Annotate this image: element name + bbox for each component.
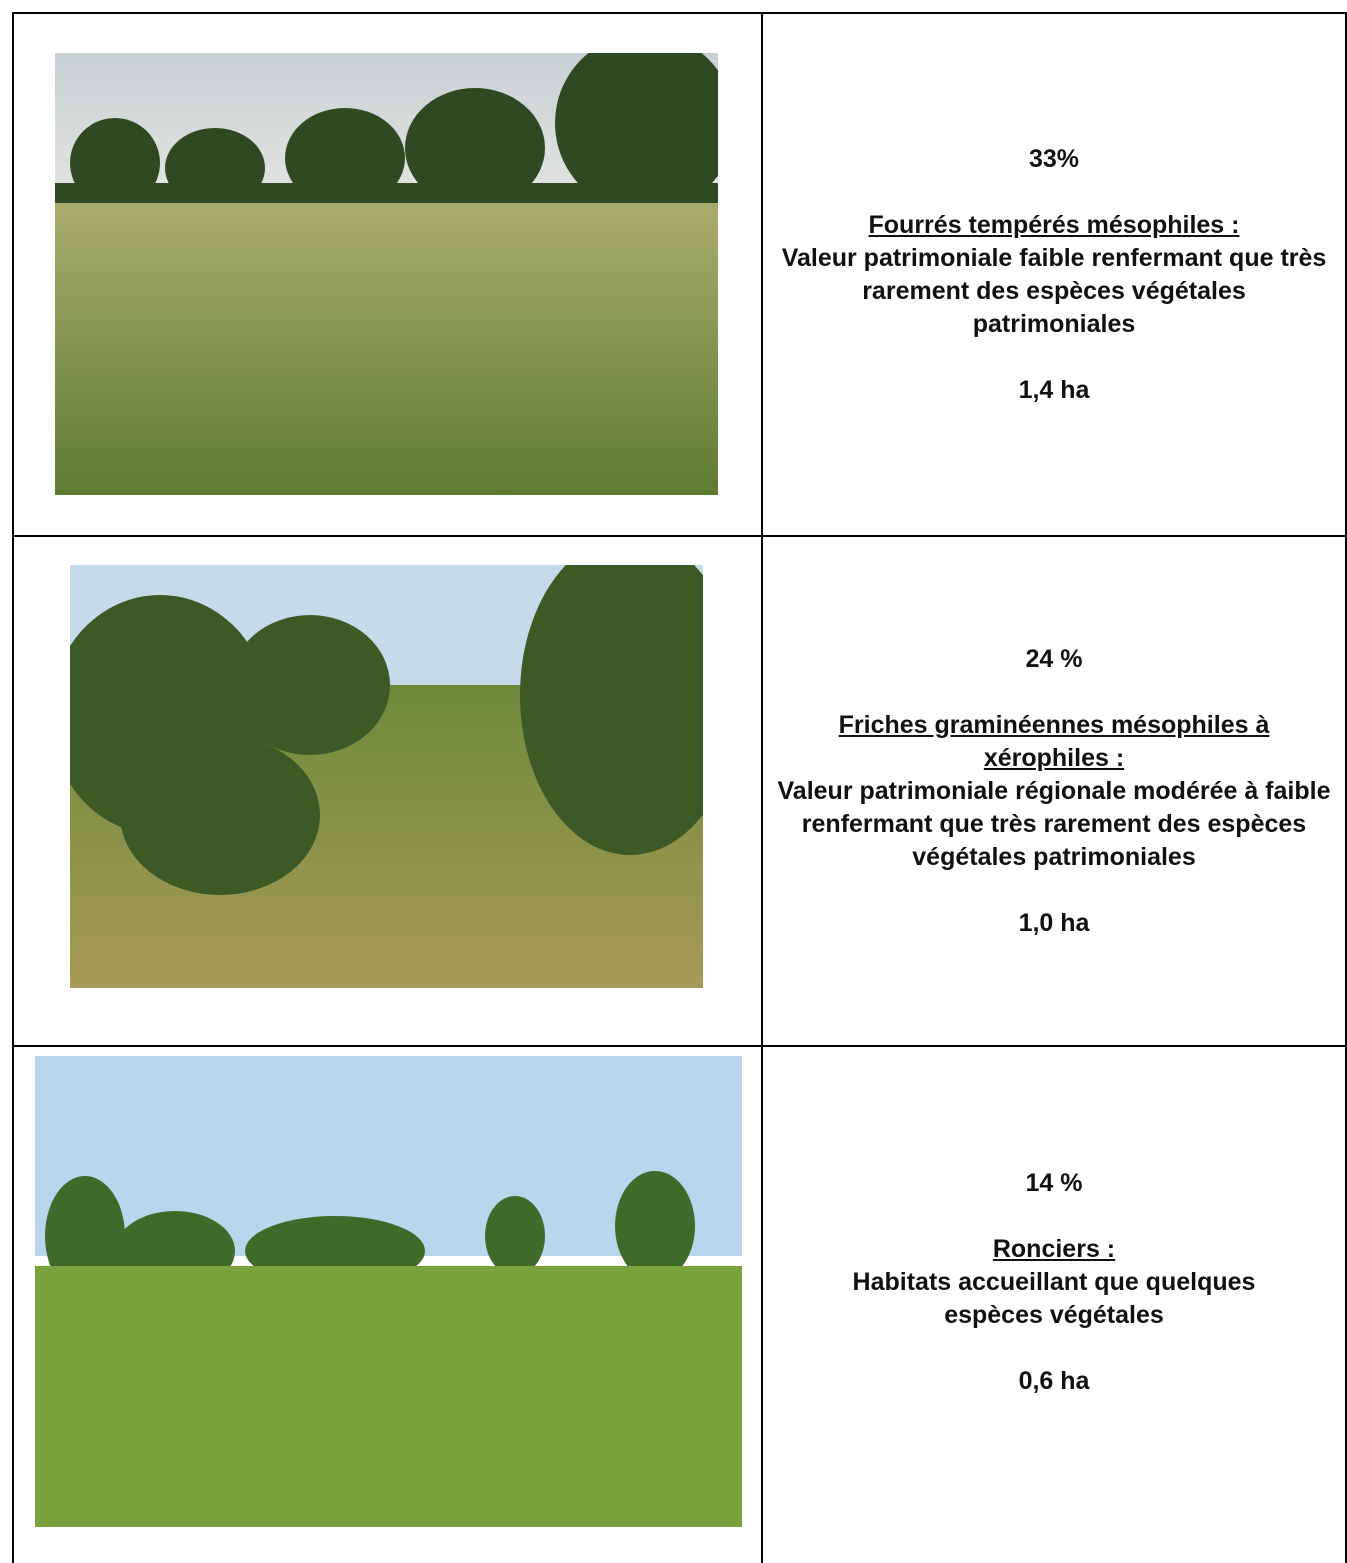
percent: 14 % bbox=[1025, 1168, 1083, 1197]
area: 1,4 ha bbox=[1018, 375, 1090, 404]
habitat-cell: 14 % Ronciers : Habitats accueillant que… bbox=[764, 1047, 1344, 1517]
description: Valeur patrimoniale faible renfermant qu… bbox=[781, 243, 1327, 338]
grass bbox=[55, 203, 718, 495]
trees bbox=[70, 565, 703, 895]
brambles bbox=[35, 1266, 742, 1527]
habitat-cell: 33% Fourrés tempérés mésophiles : Valeur… bbox=[764, 14, 1344, 535]
description: Valeur patrimoniale régionale modérée à … bbox=[777, 776, 1331, 871]
habitat-cell: 24 % Friches graminéennes mésophiles à x… bbox=[764, 537, 1344, 1045]
photo-meadow bbox=[55, 53, 718, 495]
description: Habitats accueillant que quelques espèce… bbox=[852, 1267, 1256, 1329]
photo-scrub bbox=[70, 565, 703, 988]
row-divider bbox=[12, 1045, 1347, 1047]
table-border bbox=[12, 12, 14, 1563]
area: 1,0 ha bbox=[1018, 908, 1090, 937]
table-border bbox=[12, 12, 1347, 14]
percent: 24 % bbox=[1025, 644, 1083, 673]
area: 0,6 ha bbox=[1018, 1366, 1090, 1395]
row-divider bbox=[12, 535, 1347, 537]
percent: 33% bbox=[1028, 144, 1080, 173]
habitat-name: Ronciers : bbox=[992, 1234, 1116, 1263]
habitat-name: Fourrés tempérés mésophiles : bbox=[868, 210, 1240, 239]
habitat-name: Friches graminéennes mésophiles à xéroph… bbox=[838, 710, 1270, 772]
column-divider bbox=[761, 12, 763, 1563]
table-border bbox=[1345, 12, 1347, 1563]
photo-brambles bbox=[35, 1056, 742, 1527]
